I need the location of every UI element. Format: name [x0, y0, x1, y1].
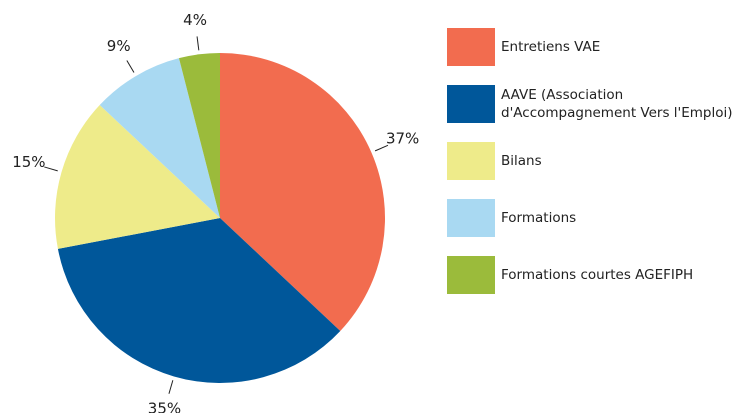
leader-line	[126, 60, 135, 73]
legend-swatch	[447, 142, 495, 180]
pie-slice	[220, 53, 385, 331]
leader-line	[196, 36, 200, 51]
legend-label: Bilans	[501, 153, 542, 169]
legend-item: AAVE (Association d'Accompagnement Vers …	[447, 85, 733, 123]
data-label: 37%	[386, 129, 419, 147]
leader-line	[168, 380, 174, 394]
leader-line	[44, 166, 58, 172]
data-label: 9%	[107, 37, 131, 55]
legend-swatch	[447, 199, 495, 237]
data-label: 15%	[12, 153, 45, 171]
data-label: 4%	[183, 11, 207, 29]
pie-slice	[99, 58, 220, 218]
leader-line	[374, 144, 389, 152]
legend-item: Formations courtes AGEFIPH	[447, 256, 733, 294]
legend-item: Bilans	[447, 142, 733, 180]
pie-slice	[55, 105, 221, 249]
data-label: 35%	[148, 400, 181, 413]
legend-swatch	[447, 85, 495, 123]
legend-item: Entretiens VAE	[447, 28, 733, 66]
legend-label: Formations courtes AGEFIPH	[501, 267, 694, 283]
legend-label: AAVE (Association d'Accompagnement Vers …	[501, 87, 733, 121]
legend: Entretiens VAE AAVE (Association d'Accomp…	[447, 28, 733, 294]
legend-swatch	[447, 256, 495, 294]
chart: 37% 35% 15% 9% 4%	[12, 11, 419, 413]
legend-label: Formations	[501, 210, 577, 226]
legend-label: Entretiens VAE	[501, 39, 601, 55]
pie-slice	[57, 218, 341, 383]
legend-item: Formations	[447, 199, 733, 237]
legend-swatch	[447, 28, 495, 66]
pie-slice	[178, 53, 220, 218]
